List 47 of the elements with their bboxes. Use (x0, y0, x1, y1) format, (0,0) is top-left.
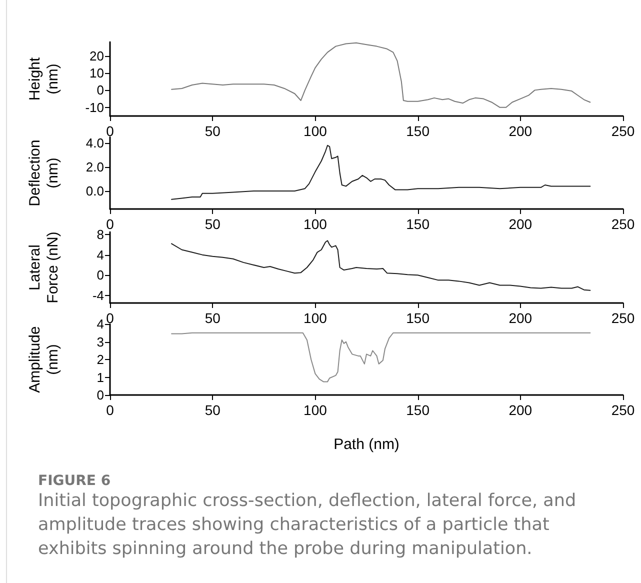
x-tick-label: 150 (406, 123, 430, 139)
y-tick-label: -4 (92, 288, 104, 303)
text: Initial topographic cross-section, deflection, lateral force, and amplitude traces showing characteristics of a particle that exhibits spinning around the probe during manipulation. (38, 490, 578, 561)
y-tick-label: 0 (96, 268, 104, 283)
x-tick-label: 50 (204, 402, 221, 418)
y-tick-label: 4 (96, 316, 104, 332)
x-tick-label: 200 (508, 310, 532, 326)
x-tick-label: 200 (508, 402, 532, 418)
y-axis-title: Lateral Force (nN) (26, 232, 62, 304)
y-axis-title: Height (nm) (26, 56, 62, 101)
y-tick-label: 1 (96, 370, 104, 385)
y-tick-label: 4.0 (86, 136, 104, 150)
x-tick-label: 250 (611, 402, 635, 418)
y-axis-title: Deflection (nm) (26, 140, 62, 206)
y-tick-label: 10 (90, 65, 104, 80)
line-series (171, 332, 591, 382)
x-tick-label: 100 (304, 310, 328, 326)
caption: FIGURE 6 (38, 473, 112, 489)
y-tick-label: 4 (96, 247, 104, 262)
y-tick-label: 8 (96, 227, 104, 242)
y-tick-label: 3 (96, 334, 104, 350)
x-tick-label: 150 (406, 402, 430, 418)
x-tick-label: 250 (611, 123, 635, 139)
x-tick-label: 150 (406, 310, 430, 326)
y-tick-label: 2.0 (86, 160, 104, 174)
x-tick-label: 50 (204, 216, 221, 232)
y-tick-label: 0 (96, 82, 104, 98)
x-tick-label: 100 (304, 123, 328, 139)
x-tick-label: 100 (304, 216, 328, 232)
y-tick-label: 0 (96, 388, 104, 402)
x-tick-label: 200 (508, 216, 532, 232)
y-tick-label: 2 (96, 352, 104, 367)
x-tick-label: 150 (406, 216, 430, 232)
line-series (171, 42, 591, 108)
y-tick-label: -10 (85, 100, 104, 115)
x-axis-title: Path (nm) (334, 436, 400, 453)
line-series (171, 144, 591, 200)
x-tick-label: 250 (611, 216, 635, 232)
x-tick-label: 50 (204, 310, 221, 326)
y-tick-label: 20 (90, 48, 104, 64)
x-tick-label: 100 (304, 402, 328, 418)
y-tick-label: 0.0 (86, 184, 104, 198)
line-series (171, 240, 591, 291)
x-tick-label: 250 (611, 310, 635, 326)
x-tick-label: 200 (508, 123, 532, 139)
y-axis-title: Amplitude (nm) (26, 326, 62, 393)
x-tick-label: 50 (204, 123, 221, 139)
